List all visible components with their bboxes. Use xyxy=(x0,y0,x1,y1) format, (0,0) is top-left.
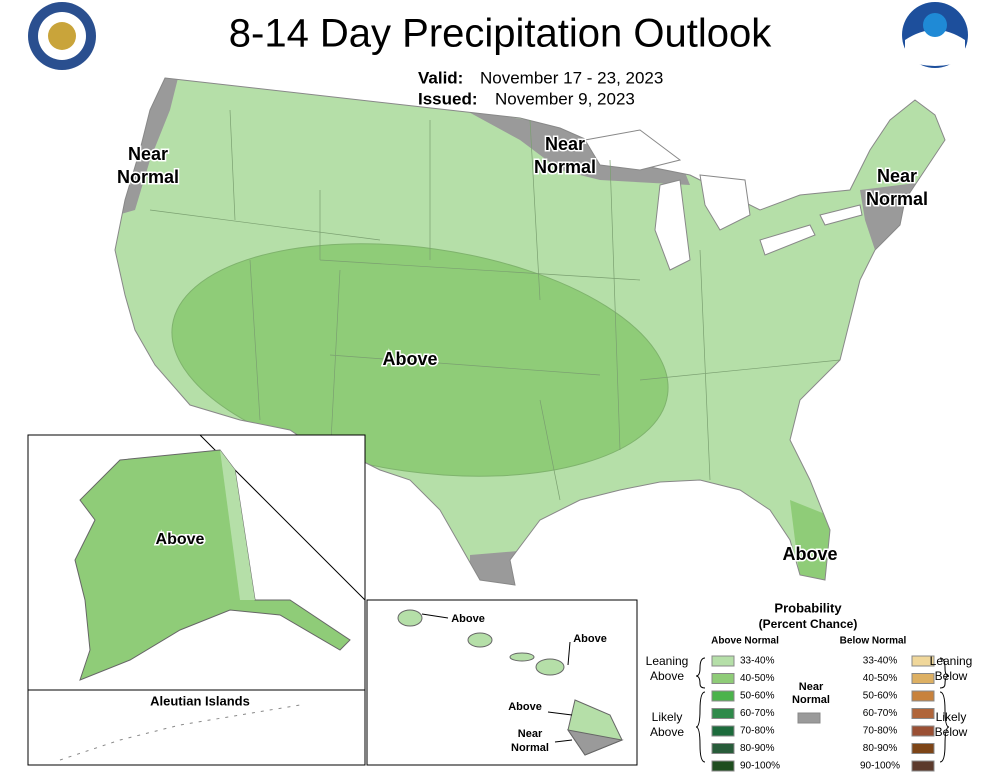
legend-swatch xyxy=(797,712,821,724)
legend-item: 90-100% xyxy=(740,761,780,772)
legend-brace xyxy=(939,691,950,763)
doc-logo xyxy=(28,2,96,70)
legend-header: Above Normal xyxy=(711,636,779,647)
legend-item: 50-60% xyxy=(740,691,775,702)
map-label: Above xyxy=(382,349,437,369)
map-label: Above xyxy=(508,701,542,713)
legend-swatch xyxy=(911,673,935,684)
legend-swatch xyxy=(911,743,935,754)
legend-item: 33-40% xyxy=(740,656,775,667)
legend-brace xyxy=(695,657,706,689)
map-label: Near xyxy=(877,166,917,186)
legend-item: 40-50% xyxy=(863,673,898,684)
legend-swatch xyxy=(711,673,735,684)
legend-title: Probability xyxy=(774,600,842,615)
noaa-logo xyxy=(902,2,968,68)
state-lines xyxy=(149,109,841,501)
map-label: Near xyxy=(518,728,543,740)
map-label: Above xyxy=(573,633,607,645)
legend-item: 80-90% xyxy=(740,743,775,754)
map-label: Above xyxy=(650,725,684,739)
map-label: Leaning xyxy=(930,654,973,668)
alaska-east xyxy=(220,450,255,600)
legend-swatch xyxy=(711,760,735,772)
map-label: Normal xyxy=(117,167,179,187)
map-label: Near xyxy=(128,144,168,164)
map-label: Leaning xyxy=(646,654,689,668)
legend-item: 70-80% xyxy=(863,726,898,737)
title: 8-14 Day Precipitation Outlook xyxy=(229,12,773,56)
legend-item: 70-80% xyxy=(740,726,775,737)
legend-swatch xyxy=(911,690,935,702)
legend-subtitle: (Percent Chance) xyxy=(759,617,858,631)
legend-swatch xyxy=(911,708,935,719)
aleutian-title: Aleutian Islands xyxy=(150,693,250,708)
map-label: Above xyxy=(650,669,684,683)
legend-item: 60-70% xyxy=(863,708,898,719)
legend-swatch xyxy=(711,655,735,667)
map-label: Normal xyxy=(866,189,928,209)
map-label: Near xyxy=(545,134,585,154)
legend-swatch xyxy=(711,690,735,702)
valid-label: Valid: xyxy=(418,68,463,87)
alaska-label: Above xyxy=(156,531,205,548)
legend-item: 40-50% xyxy=(740,673,775,684)
legend-header: Below Normal xyxy=(840,636,907,647)
legend-swatch xyxy=(711,743,735,754)
legend-swatch xyxy=(911,725,935,737)
map-label: Normal xyxy=(511,742,549,754)
legend-swatch xyxy=(911,655,935,667)
issued-date: November 9, 2023 xyxy=(495,89,635,108)
great-lakes xyxy=(584,129,863,271)
map-label: Below xyxy=(935,725,968,739)
alaska xyxy=(74,449,351,681)
legend-swatch xyxy=(711,725,735,737)
legend-swatch xyxy=(711,708,735,719)
issued-label: Issued: xyxy=(418,89,478,108)
legend-item: 60-70% xyxy=(740,708,775,719)
map-label: Below xyxy=(935,669,968,683)
map-label: Likely xyxy=(936,710,967,724)
hawaii-leaders xyxy=(421,613,573,743)
legend-brace xyxy=(695,691,706,763)
map-label: Normal xyxy=(534,157,596,177)
legend-item: 50-60% xyxy=(863,691,898,702)
hawaii-islands xyxy=(397,609,624,756)
legend-item: 33-40% xyxy=(863,656,898,667)
map-label: Normal xyxy=(792,694,830,706)
legend-item: 80-90% xyxy=(863,743,898,754)
legend-item: 90-100% xyxy=(860,761,900,772)
valid-dates: November 17 - 23, 2023 xyxy=(480,68,663,87)
map-label: Likely xyxy=(652,710,683,724)
map-label: Above xyxy=(451,613,485,625)
map-label: Near xyxy=(799,681,824,693)
legend-brace xyxy=(939,657,950,689)
map-label: Above xyxy=(782,544,837,564)
legend-swatch xyxy=(911,760,935,772)
